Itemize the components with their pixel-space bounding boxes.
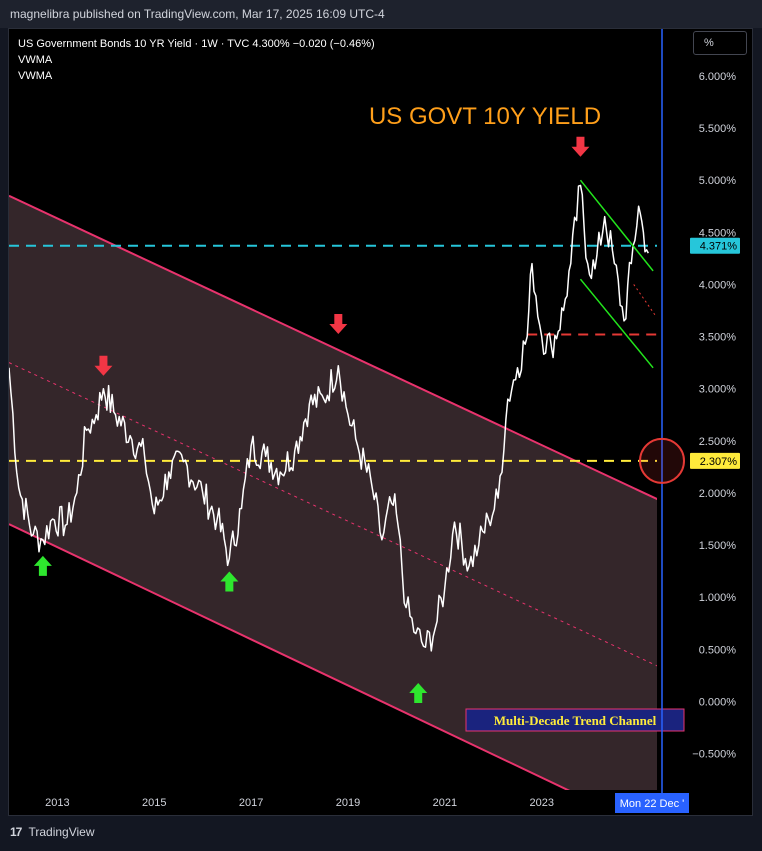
up-arrow-icon-2 [220, 571, 239, 592]
x-tick-label: 2013 [45, 797, 69, 809]
tradingview-brand[interactable]: TradingView [28, 825, 95, 839]
y-tick-label: 5.000% [699, 175, 737, 187]
y-tick-label: 6.000% [699, 71, 737, 83]
wedge-lower-line [579, 278, 654, 369]
annotation-box [465, 708, 685, 732]
up-arrow-icon-3 [409, 683, 428, 704]
publish-header: magnelibra published on TradingView.com,… [0, 0, 762, 28]
x-tick-label: 2015 [142, 797, 166, 809]
cursor-date-label: Mon 22 Dec ' [615, 793, 689, 813]
y-tick-label: 1.000% [699, 592, 737, 604]
channel-upper-line [9, 194, 657, 501]
x-tick-label: 2023 [529, 797, 553, 809]
up-arrow-icon-1 [33, 555, 52, 576]
cyan-level-badge-text: 4.371% [700, 241, 738, 253]
cyan-level-badge: 4.371% [690, 237, 740, 254]
symbol-line[interactable]: US Government Bonds 10 YR Yield · 1W · T… [18, 38, 375, 50]
y-tick-label: −0.500% [692, 749, 736, 761]
y-tick-label: 4.000% [699, 279, 737, 291]
cyan-level-badge-bg [690, 237, 740, 254]
yellow-level-badge: 2.307% [690, 452, 740, 469]
y-tick-label: 4.500% [699, 227, 737, 239]
x-tick-label: 2021 [433, 797, 457, 809]
down-arrow-icon-2 [329, 314, 348, 335]
plot-area [9, 136, 657, 790]
chart-legend: US Government Bonds 10 YR Yield · 1W · T… [18, 36, 375, 84]
footer: 17 TradingView [10, 822, 95, 842]
y-tick-label: 3.000% [699, 384, 737, 396]
percent-scale-button[interactable]: % [693, 31, 747, 55]
x-tick-label: 2017 [239, 797, 263, 809]
yellow-level-badge-bg [690, 452, 740, 469]
y-tick-label: 0.500% [699, 644, 737, 656]
x-tick-label: 2019 [336, 797, 360, 809]
indicator-vwma-1[interactable]: VWMA [18, 54, 53, 66]
channel-lower-line [9, 523, 571, 790]
cursor-date-bg [615, 793, 689, 813]
trend-channel-fill [9, 195, 657, 790]
y-tick-label: 2.000% [699, 488, 737, 500]
down-arrow-icon-1 [94, 355, 113, 376]
chart-title: US GOVT 10Y YIELD [369, 103, 601, 130]
wedge-upper-line [579, 179, 654, 272]
y-tick-label: 3.500% [699, 332, 737, 344]
y-tick-label: 1.500% [699, 540, 737, 552]
annotation-text: Multi-Decade Trend Channel [494, 713, 657, 728]
highlight-circle [639, 437, 685, 484]
cursor-date-text: Mon 22 Dec ' [620, 798, 684, 810]
trend-channel-annotation: Multi-Decade Trend Channel [465, 708, 685, 732]
y-tick-label: 5.500% [699, 123, 737, 135]
down-arrow-icon-3 [571, 136, 590, 157]
wedge-mid-dotted [633, 284, 656, 316]
y-tick-label: 0.000% [699, 696, 737, 708]
yield-price-line [9, 184, 649, 652]
y-tick-label: 2.500% [699, 436, 737, 448]
yellow-level-badge-text: 2.307% [700, 456, 738, 468]
indicator-vwma-2[interactable]: VWMA [18, 70, 53, 82]
tradingview-logo-icon[interactable]: 17 [10, 825, 22, 839]
